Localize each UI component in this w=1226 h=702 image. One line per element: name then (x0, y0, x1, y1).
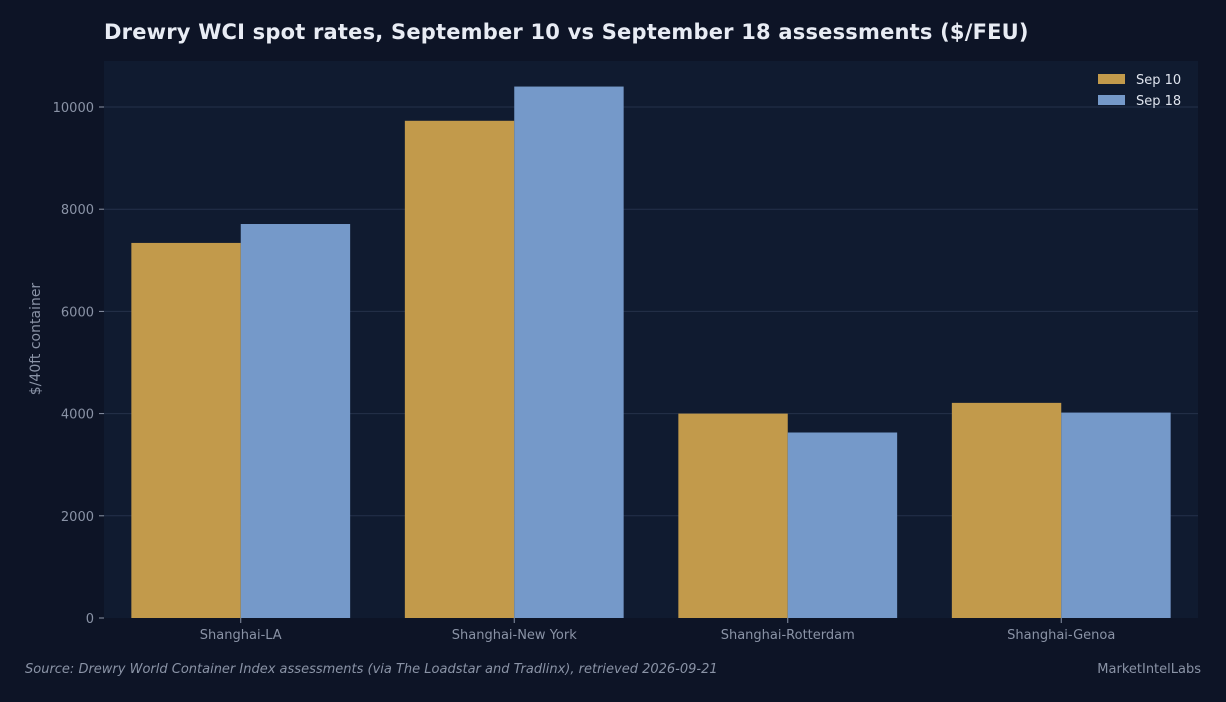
y-tick-label: 6000 (61, 305, 94, 320)
legend-label: Sep 18 (1136, 94, 1181, 109)
source-note: Source: Drewry World Container Index ass… (25, 662, 718, 677)
brand-label: MarketIntelLabs (1097, 662, 1201, 677)
bar-sep-10 (951, 402, 1062, 618)
bar-sep-18 (514, 86, 624, 618)
y-tick-label: 10000 (53, 101, 94, 116)
bar-sep-18 (240, 224, 351, 618)
bar-sep-10 (404, 120, 515, 618)
chart-title: Drewry WCI spot rates, September 10 vs S… (104, 20, 1029, 44)
x-tick-label: Shanghai-Rotterdam (721, 628, 855, 643)
x-axis-ticks: Shanghai-LA Shanghai-New York Shanghai-Rot… (200, 618, 1115, 643)
legend-swatch (1098, 95, 1125, 105)
y-axis-ticks: 0 2000 4000 6000 8000 10000 (53, 101, 104, 627)
legend: Sep 10 Sep 18 (1098, 73, 1181, 109)
y-tick-label: 8000 (61, 203, 94, 218)
y-axis-label: $/40ft container (28, 283, 44, 396)
y-tick-label: 4000 (61, 408, 94, 423)
legend-swatch (1098, 74, 1125, 84)
bar-sep-10 (131, 242, 241, 619)
y-tick-label: 0 (86, 612, 94, 627)
x-tick-label: Shanghai-Genoa (1007, 628, 1115, 643)
x-tick-label: Shanghai-LA (200, 628, 282, 643)
bar-sep-18 (1061, 412, 1171, 618)
bar-sep-18 (787, 432, 898, 618)
legend-label: Sep 10 (1136, 73, 1181, 88)
bar-sep-10 (678, 413, 788, 618)
x-tick-label: Shanghai-New York (452, 628, 577, 643)
y-tick-label: 2000 (61, 510, 94, 525)
bars (131, 86, 1171, 619)
